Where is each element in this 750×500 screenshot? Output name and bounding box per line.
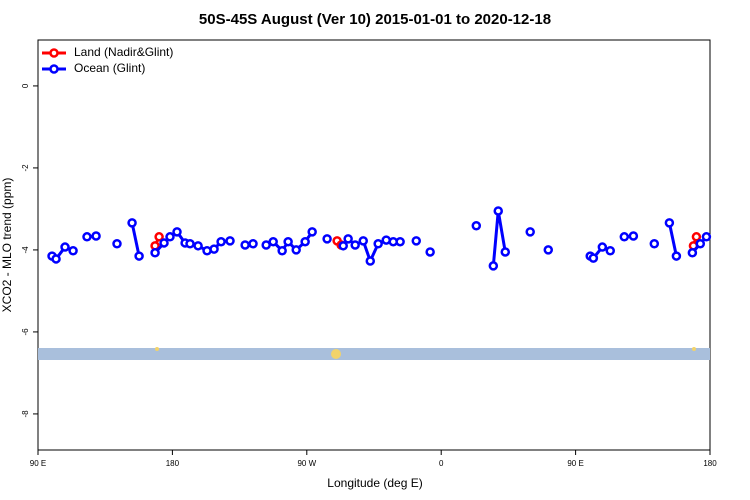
- data-point: [649, 239, 660, 249]
- data-point: [411, 236, 422, 246]
- data-point: [248, 239, 258, 249]
- data-point: [350, 240, 360, 250]
- y-axis-label: XCO2 - MLO trend (ppm): [0, 178, 14, 313]
- legend: Land (Nadir&Glint) Ocean (Glint): [42, 45, 173, 75]
- data-point: [365, 256, 376, 266]
- band-dot: [692, 347, 696, 351]
- data-point: [216, 236, 226, 247]
- data-point: [209, 244, 219, 254]
- land-ocean-band: [38, 348, 710, 360]
- data-point: [701, 232, 712, 242]
- data-point: [185, 239, 195, 249]
- x-tick-label: 180: [703, 459, 717, 468]
- data-point: [283, 236, 293, 247]
- data-point: [338, 241, 348, 251]
- data-point: [172, 227, 182, 237]
- data-point: [307, 227, 317, 237]
- data-point: [225, 236, 235, 246]
- y-tick-label: -8: [21, 410, 30, 418]
- data-point: [159, 238, 169, 248]
- data-point: [68, 245, 78, 256]
- band-dot: [331, 349, 341, 359]
- data-point: [127, 218, 137, 228]
- data-point: [500, 247, 511, 257]
- data-line: [130, 222, 141, 257]
- data-point: [671, 251, 682, 261]
- data-point: [193, 241, 203, 251]
- data-point: [60, 242, 70, 252]
- data-point: [691, 232, 702, 242]
- data-point: [51, 254, 61, 264]
- plot-frame: [37, 39, 711, 451]
- y-tick-label: -2: [21, 164, 30, 172]
- data-point: [619, 232, 630, 242]
- data-point: [154, 232, 164, 242]
- y-tick-label: -6: [21, 328, 30, 336]
- x-tick-label: 0: [439, 459, 444, 468]
- data-point: [268, 236, 278, 247]
- legend-marker: [49, 64, 59, 74]
- data-point: [588, 253, 599, 263]
- data-point: [687, 248, 698, 258]
- x-tick-label: 90 E: [30, 459, 46, 468]
- data-point: [82, 232, 92, 242]
- data-point: [358, 236, 368, 246]
- data-point: [343, 234, 353, 244]
- data-point: [165, 232, 175, 242]
- band-dot: [155, 347, 159, 351]
- data-line: [667, 222, 678, 257]
- data-point: [695, 239, 706, 249]
- legend-marker: [49, 48, 59, 58]
- data-point: [91, 231, 101, 241]
- data-point: [277, 245, 287, 256]
- data-point: [150, 248, 160, 258]
- legend-label: Land (Nadir&Glint): [74, 45, 173, 59]
- x-tick-label: 90 W: [297, 459, 316, 468]
- data-point: [373, 239, 383, 249]
- y-tick-label: 0: [21, 83, 30, 88]
- data-point: [664, 218, 675, 228]
- data-point: [425, 247, 435, 257]
- legend-label: Ocean (Glint): [74, 61, 145, 75]
- data-point: [525, 227, 535, 237]
- data-point: [471, 220, 482, 231]
- data-line: [491, 210, 507, 267]
- data-point: [261, 240, 271, 250]
- data-point: [543, 245, 554, 255]
- data-point: [134, 251, 144, 261]
- x-axis-label: Longitude (deg E): [327, 476, 422, 490]
- data-point: [322, 234, 332, 244]
- data-point: [493, 206, 503, 216]
- data-point: [112, 239, 122, 249]
- chart-title: 50S-45S August (Ver 10) 2015-01-01 to 20…: [199, 11, 551, 28]
- data-point: [597, 242, 608, 252]
- x-tick-label: 90 E: [567, 459, 583, 468]
- data-point: [488, 261, 499, 271]
- x-tick-label: 180: [166, 459, 180, 468]
- data-point: [395, 236, 405, 247]
- data-point: [291, 245, 301, 255]
- data-point: [605, 245, 615, 256]
- data-point: [240, 240, 250, 250]
- data-point: [628, 231, 639, 241]
- y-tick-label: -4: [21, 246, 30, 254]
- data-point: [300, 236, 310, 247]
